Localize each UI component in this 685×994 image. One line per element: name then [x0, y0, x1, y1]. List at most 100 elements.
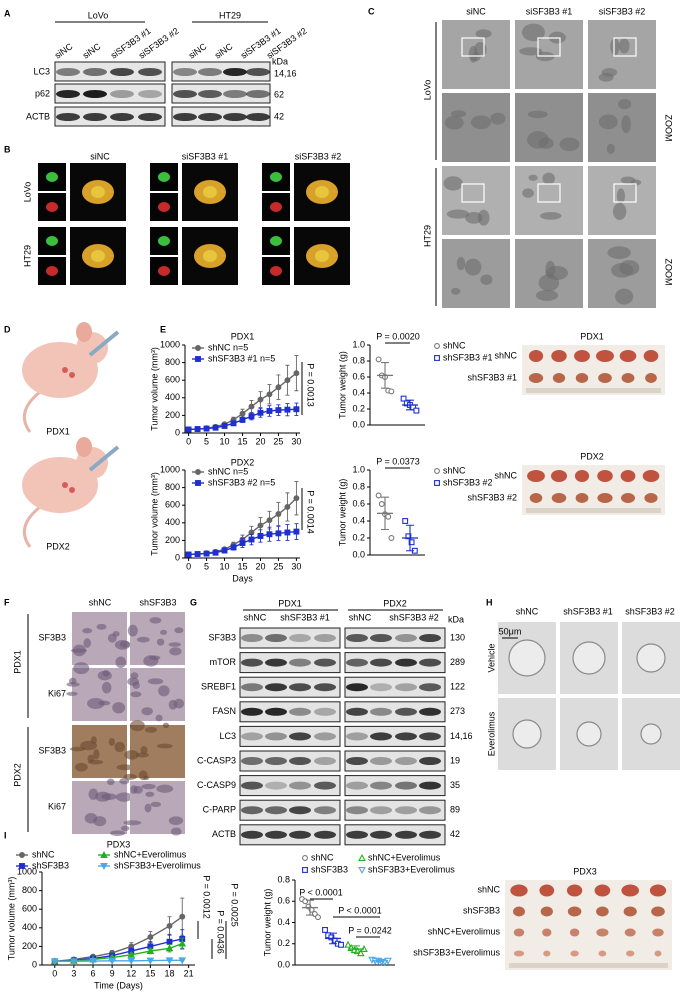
band	[370, 634, 392, 642]
cell	[158, 202, 170, 212]
marker	[328, 934, 335, 941]
p-value: P = 0.0012	[202, 875, 212, 919]
band	[370, 683, 392, 692]
tissue	[156, 784, 174, 793]
band	[370, 707, 392, 716]
tumor	[645, 373, 657, 383]
legend-label: shNC+Everolimus	[114, 849, 187, 859]
cell	[158, 236, 170, 246]
kda-label: 42	[450, 829, 460, 839]
zoom-label: ZOOM	[664, 259, 674, 286]
tumor	[513, 906, 525, 917]
kda-label: 19	[450, 755, 460, 765]
marker	[275, 407, 282, 414]
tissue	[141, 707, 153, 716]
y-tick-label: 0.4	[352, 515, 365, 525]
x-tick-label: 18	[164, 968, 174, 978]
tissue	[84, 813, 98, 824]
tissue	[144, 726, 158, 733]
marker	[212, 549, 219, 556]
band	[346, 830, 368, 839]
marker	[293, 406, 300, 413]
tumor	[543, 950, 551, 957]
tumor	[552, 373, 566, 383]
band	[223, 113, 247, 121]
sd-bar	[329, 932, 337, 945]
column-label: siNC	[90, 151, 110, 161]
kda-label: 42	[274, 111, 284, 121]
band	[346, 683, 368, 692]
x-tick-label: 0	[186, 436, 191, 446]
tumor	[567, 906, 582, 917]
band	[289, 830, 311, 839]
x-tick-label: 5	[204, 561, 209, 571]
band	[395, 781, 417, 790]
row-label: Vehicle	[486, 643, 496, 672]
band	[110, 68, 134, 76]
tumor	[529, 493, 543, 503]
tumor	[69, 372, 75, 378]
marker	[266, 531, 273, 538]
marker	[275, 384, 282, 391]
tissue	[80, 740, 98, 751]
tissue	[69, 677, 77, 685]
tissue	[150, 801, 162, 807]
tissue	[101, 681, 112, 694]
marker	[248, 413, 255, 420]
band	[265, 707, 287, 716]
row-label: ACTB	[212, 829, 236, 839]
cell	[315, 186, 329, 198]
legend-label: shNC n=5	[208, 466, 248, 476]
x-tick-label: 15	[145, 968, 155, 978]
tumor	[569, 928, 580, 937]
y-tick-label: 600	[165, 500, 180, 510]
kda-label: 14,16	[274, 68, 297, 78]
y-tick-label: 0.6	[277, 896, 290, 906]
organelle	[559, 137, 580, 152]
y-tick-label: 400	[165, 392, 180, 402]
legend-marker	[195, 480, 201, 486]
organelle	[611, 262, 634, 278]
blot-strip	[239, 701, 341, 723]
y-tick-label: 1.0	[352, 339, 365, 349]
legend-label: shNC n=5	[208, 342, 248, 352]
tissue	[73, 662, 90, 675]
photo-title: PDX2	[580, 451, 604, 461]
tissue	[106, 778, 115, 786]
band	[289, 683, 311, 692]
band	[56, 90, 80, 98]
em-image	[515, 93, 583, 162]
tissue	[149, 655, 161, 661]
panel-letter: B	[4, 144, 11, 154]
blot-strip	[344, 799, 446, 821]
marker	[89, 958, 97, 966]
kda-label: 89	[450, 805, 460, 815]
marker	[221, 547, 228, 554]
tumor	[596, 906, 609, 917]
y-tick-label: 0.2	[352, 403, 365, 413]
band	[241, 683, 263, 692]
band	[83, 113, 107, 121]
y-tick-label: 0.8	[277, 874, 290, 884]
band	[419, 732, 441, 741]
marker	[239, 540, 246, 546]
cell	[158, 266, 170, 276]
x-tick-label: 0	[186, 561, 191, 571]
lane-label: shNC	[244, 612, 267, 622]
tumor	[575, 493, 589, 503]
panel-letter: I	[4, 830, 7, 840]
tissue	[112, 630, 120, 637]
kda-label: 14,16	[450, 731, 473, 741]
x-tick-label: 15	[237, 436, 247, 446]
band	[246, 68, 270, 76]
marker	[203, 550, 210, 557]
marker	[127, 957, 136, 965]
lane-label: siNC	[53, 41, 75, 61]
band	[289, 732, 311, 741]
legend-marker	[302, 867, 308, 873]
column-label: siSF3B3 #2	[599, 6, 646, 16]
marker	[178, 939, 187, 947]
band	[419, 781, 441, 790]
marker	[375, 492, 382, 499]
